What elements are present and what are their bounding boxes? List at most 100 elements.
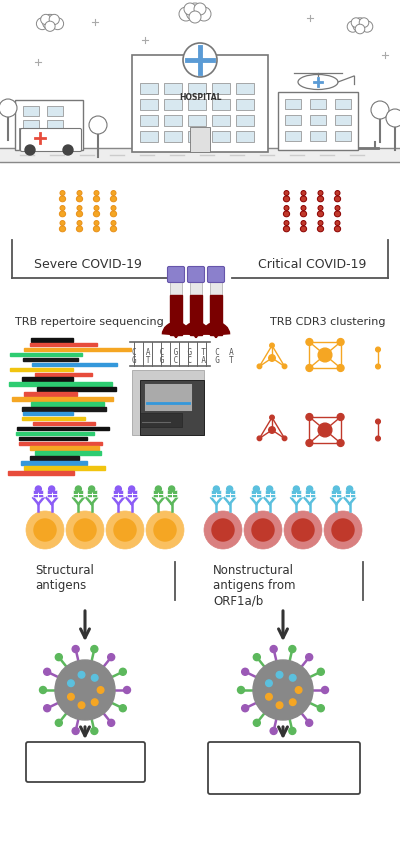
Circle shape [347,21,358,33]
Circle shape [26,511,64,549]
Ellipse shape [283,211,290,217]
Circle shape [322,686,328,693]
Bar [19,441,102,445]
Bar [164,131,182,142]
Circle shape [238,686,244,693]
Circle shape [276,672,283,678]
Bar [31,338,73,342]
Ellipse shape [283,226,290,232]
Circle shape [284,206,289,211]
Bar [140,131,158,142]
Text: Severe COVID-19: Severe COVID-19 [34,258,142,271]
Bar [18,427,109,430]
Bar [24,466,105,470]
Circle shape [72,728,79,734]
Circle shape [44,668,51,675]
Bar [19,128,55,150]
Bar [210,296,222,335]
Text: HOSPITAL: HOSPITAL [179,93,221,101]
Circle shape [242,704,249,711]
Bar [140,115,158,126]
Circle shape [318,206,323,211]
Bar [265,490,275,497]
Circle shape [376,436,380,440]
Ellipse shape [298,75,338,89]
Circle shape [119,668,126,675]
Bar [21,461,87,464]
Circle shape [60,206,65,211]
Circle shape [169,486,175,492]
Bar [127,490,137,497]
Circle shape [270,728,277,734]
Circle shape [318,348,332,362]
Bar [22,407,106,411]
Circle shape [184,3,196,15]
Text: C  A  C  G  G  T  C  A: C A C G G T C A [132,348,234,357]
Circle shape [306,654,313,661]
Bar [212,99,230,110]
Bar [22,417,85,421]
Circle shape [253,486,259,492]
Circle shape [335,190,340,195]
Ellipse shape [300,226,307,232]
Bar [188,83,206,94]
Circle shape [282,436,287,440]
Circle shape [194,3,206,15]
Bar [24,393,77,396]
Circle shape [60,190,65,195]
Bar [236,131,254,142]
Circle shape [41,15,51,25]
Circle shape [45,21,55,32]
Bar [47,490,57,497]
Bar [188,99,206,110]
Circle shape [111,190,116,195]
Circle shape [52,18,64,30]
Circle shape [42,15,58,30]
Bar [30,446,99,450]
Circle shape [111,220,116,225]
Bar [132,55,268,152]
Circle shape [91,728,98,734]
Circle shape [119,704,126,711]
Bar [144,383,192,411]
Ellipse shape [110,196,117,202]
Bar [87,490,97,497]
FancyBboxPatch shape [208,742,360,794]
Bar [251,490,261,497]
Ellipse shape [317,211,324,217]
Bar [190,127,210,152]
Circle shape [289,645,296,652]
Bar [8,471,74,475]
Circle shape [49,15,59,25]
Circle shape [74,519,96,541]
Circle shape [213,486,219,492]
Circle shape [333,486,339,492]
Circle shape [335,206,340,211]
Circle shape [97,686,104,693]
Circle shape [376,419,380,424]
Circle shape [63,145,73,155]
Circle shape [376,364,380,369]
Ellipse shape [76,196,83,202]
Ellipse shape [334,196,341,202]
FancyBboxPatch shape [208,267,224,283]
Circle shape [290,674,296,681]
Bar [33,422,96,425]
Circle shape [242,668,249,675]
Bar [236,83,254,94]
Circle shape [94,190,99,195]
Circle shape [386,109,400,127]
Circle shape [293,486,299,492]
Text: Recovery: Recovery [54,756,116,769]
FancyBboxPatch shape [20,129,82,152]
Circle shape [353,18,367,33]
Bar [310,99,326,109]
Bar [24,348,130,351]
Bar [285,115,301,125]
Circle shape [376,347,380,352]
Circle shape [257,364,262,369]
Circle shape [78,672,85,678]
Bar [164,115,182,126]
Circle shape [307,486,313,492]
Circle shape [68,693,74,700]
